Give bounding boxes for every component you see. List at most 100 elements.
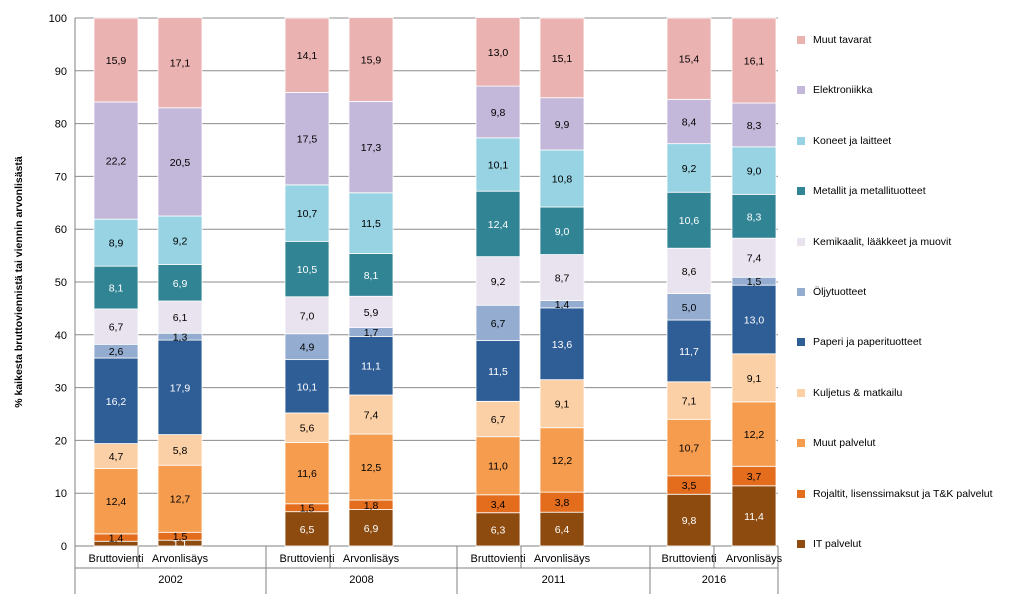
bar-segment — [539, 206, 585, 255]
legend-label: Rojaltit, lisenssimaksut ja T&K palvelut — [813, 487, 993, 500]
legend-swatch — [797, 288, 805, 296]
data-label: 1,3 — [173, 332, 188, 344]
category-label: Arvonlisäys — [726, 553, 783, 565]
bar-segment — [348, 192, 394, 254]
bar-segment — [475, 17, 521, 87]
bar-segment — [731, 401, 777, 467]
data-label: 12,2 — [552, 455, 573, 467]
bar-segment — [93, 218, 139, 267]
legend-swatch — [797, 540, 805, 548]
bar-segment — [348, 17, 394, 102]
data-label: 12,5 — [361, 462, 382, 474]
bar-segment — [666, 143, 712, 193]
data-label: 13,6 — [552, 339, 573, 351]
legend-item: Muut palvelut — [797, 433, 875, 453]
data-label: 8,1 — [109, 283, 124, 295]
data-label: 6,1 — [173, 312, 188, 324]
category-label: Bruttovienti — [279, 553, 334, 565]
legend-label: Kuljetus & matkailu — [813, 386, 903, 399]
data-label: 15,9 — [361, 54, 382, 66]
legend-label: Kemikaalit, lääkkeet ja muovit — [813, 235, 952, 248]
bar-segment — [666, 191, 712, 249]
data-label: 10,1 — [488, 160, 509, 172]
data-label: 3,5 — [682, 480, 697, 492]
y-tick-label: 30 — [55, 383, 67, 395]
legend-swatch — [797, 388, 805, 397]
bar-segment — [348, 433, 394, 501]
legend-item: Paperi ja paperituotteet — [797, 332, 922, 352]
data-label: 15,9 — [106, 55, 127, 67]
bar-segment — [93, 357, 139, 444]
legend-item: Öljytuotteet — [797, 282, 866, 302]
data-label: 9,0 — [747, 166, 762, 178]
data-label: 15,1 — [552, 53, 573, 65]
data-label: 8,9 — [109, 238, 124, 250]
year-label: 2016 — [702, 574, 726, 586]
legend-item: Elektroniikka — [797, 80, 873, 100]
legend-swatch — [797, 237, 805, 246]
legend-label: Elektroniikka — [813, 84, 873, 97]
bar-segment — [475, 137, 521, 192]
bar-segment — [284, 511, 330, 547]
bar-segment — [475, 256, 521, 306]
bar-segment — [157, 107, 203, 217]
legend-swatch — [797, 338, 805, 347]
data-label: 8,7 — [555, 273, 570, 285]
data-label: 1,5 — [300, 503, 315, 515]
bar-segment — [157, 215, 203, 265]
bar-segment — [284, 333, 330, 361]
data-label: 1,5 — [747, 276, 762, 288]
data-label: 15,4 — [679, 54, 700, 66]
bar-segment — [666, 381, 712, 420]
legend-item: Rojaltit, lisenssimaksut ja T&K palvelut — [797, 484, 993, 504]
category-label: Bruttovienti — [88, 553, 143, 565]
data-label: 2,6 — [109, 346, 124, 358]
year-label: 2011 — [542, 574, 566, 586]
bar-segment — [731, 353, 777, 403]
bar-segment — [157, 17, 203, 109]
data-label: 6,7 — [109, 322, 124, 334]
data-label: 11,4 — [744, 511, 764, 523]
data-label: 7,4 — [364, 410, 379, 422]
bar-segment — [666, 493, 712, 547]
y-tick-label: 0 — [61, 541, 67, 553]
bar-segment — [157, 339, 203, 435]
category-label: Bruttovienti — [470, 553, 525, 565]
data-label: 3,7 — [747, 471, 762, 483]
data-label: 1,4 — [555, 299, 570, 311]
legend-label: Koneet ja laitteet — [813, 134, 892, 147]
y-tick-label: 50 — [55, 277, 67, 289]
year-label: 2008 — [349, 574, 373, 586]
data-label: 9,2 — [173, 235, 188, 247]
bar-segment — [539, 149, 585, 208]
bar-segment — [539, 427, 585, 493]
data-label: 9,2 — [682, 163, 697, 175]
data-label: 6,3 — [491, 524, 506, 536]
data-label: 7,1 — [682, 396, 697, 408]
bar-segment — [731, 284, 777, 355]
bar-segment — [93, 308, 139, 345]
data-label: 1,4 — [109, 533, 124, 545]
bar-segment — [348, 253, 394, 297]
data-label: 8,1 — [364, 270, 379, 282]
category-label: Arvonlisäys — [534, 553, 591, 565]
data-label: 5,6 — [300, 423, 315, 435]
data-label: 9,8 — [682, 515, 697, 527]
bar-segment — [475, 340, 521, 402]
data-label: 10,6 — [679, 215, 700, 227]
bar-segment — [731, 193, 777, 239]
data-label: 13,0 — [488, 47, 509, 59]
data-label: 7,0 — [300, 310, 315, 322]
data-label: 11,1 — [361, 361, 381, 373]
data-label: 5,9 — [364, 307, 379, 319]
data-label: 5,8 — [173, 445, 188, 457]
data-label: 12,4 — [106, 496, 127, 508]
bar-segment — [284, 359, 330, 414]
legend-item: Kuljetus & matkailu — [797, 383, 902, 403]
bar-segment — [666, 247, 712, 295]
data-label: 3,4 — [491, 499, 506, 511]
y-tick-label: 40 — [55, 330, 67, 342]
bar-segment — [93, 467, 139, 535]
year-label: 2002 — [158, 574, 182, 586]
